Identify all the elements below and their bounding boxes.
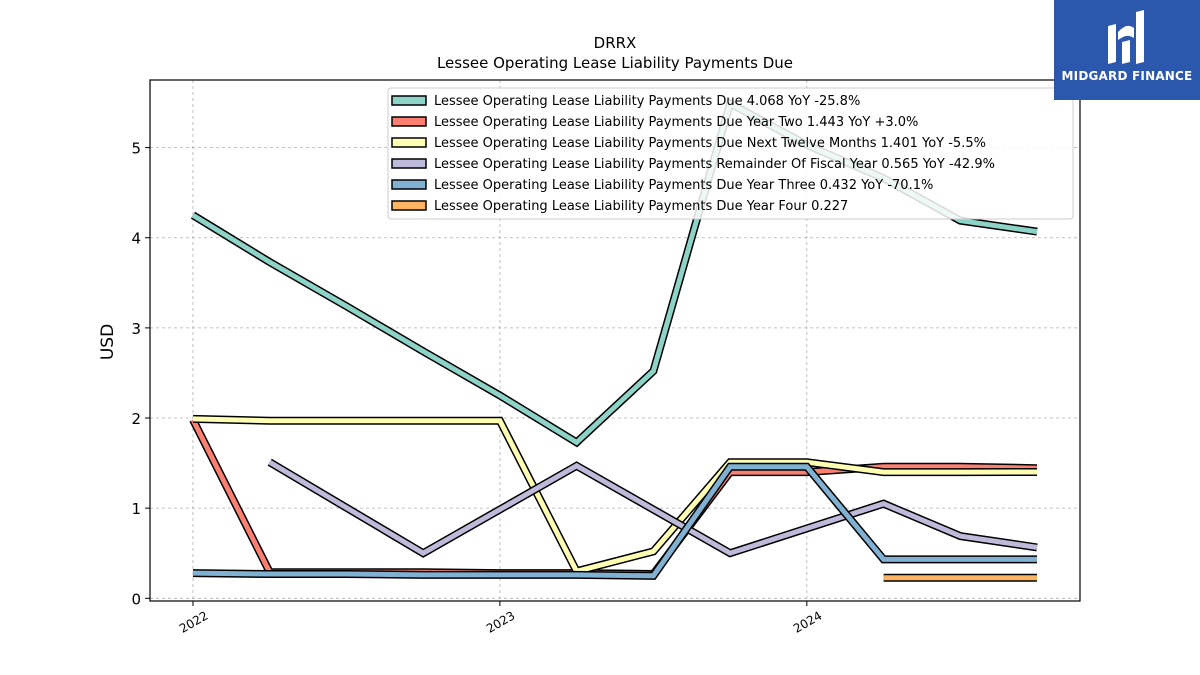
legend: Lessee Operating Lease Liability Payment… (387, 87, 1074, 220)
legend-swatch (391, 158, 427, 169)
legend-swatch (391, 116, 427, 127)
legend-label: Lessee Operating Lease Liability Payment… (434, 199, 848, 214)
brand-name: MIDGARD FINANCE (1061, 69, 1193, 83)
chart-title: DRRX (594, 34, 637, 52)
y-tick-label: 0 (131, 590, 141, 608)
brand-logo: MIDGARD FINANCE (1054, 0, 1200, 100)
legend-swatch (391, 179, 427, 190)
series-line-stroke (192, 464, 1037, 579)
legend-item: Lessee Operating Lease Liability Payment… (391, 199, 848, 214)
legend-label: Lessee Operating Lease Liability Payment… (434, 115, 918, 130)
series-line-stroke (268, 460, 1038, 557)
y-tick-label: 1 (131, 500, 141, 518)
legend-item: Lessee Operating Lease Liability Payment… (391, 94, 860, 109)
chart-subtitle: Lessee Operating Lease Liability Payment… (437, 54, 793, 72)
y-tick-label: 5 (131, 140, 141, 158)
x-tick-label: 2023 (484, 608, 517, 635)
legend-swatch (391, 200, 427, 211)
legend-item: Lessee Operating Lease Liability Payment… (391, 178, 933, 193)
legend-item: Lessee Operating Lease Liability Payment… (391, 115, 918, 130)
series-line-stroke (192, 416, 1038, 575)
y-tick-label: 3 (131, 320, 141, 338)
x-tick-label: 2024 (791, 608, 824, 635)
series-line (189, 418, 1038, 579)
midgard-logo-icon (1108, 10, 1144, 64)
series-line (267, 458, 1038, 558)
legend-box (387, 87, 1074, 220)
y-tick-label: 4 (131, 230, 141, 248)
legend-label: Lessee Operating Lease Liability Payment… (434, 136, 986, 151)
series-line (192, 414, 1038, 576)
series-line (192, 462, 1037, 580)
legend-swatch (391, 137, 427, 148)
legend-label: Lessee Operating Lease Liability Payment… (434, 178, 933, 193)
y-axis-label: USD (98, 324, 118, 360)
series-line-outline (189, 418, 1038, 579)
series-line-stroke (190, 418, 1038, 577)
series-layer (189, 97, 1038, 582)
legend-item: Lessee Operating Lease Liability Payment… (391, 157, 995, 172)
plot-frame (149, 79, 1081, 602)
y-tick-label: 2 (131, 410, 141, 428)
legend-label: Lessee Operating Lease Liability Payment… (434, 94, 860, 109)
x-tick-label: 2022 (177, 608, 210, 635)
legend-item: Lessee Operating Lease Liability Payment… (391, 136, 986, 151)
legend-swatch (391, 95, 427, 106)
legend-label: Lessee Operating Lease Liability Payment… (434, 157, 995, 172)
